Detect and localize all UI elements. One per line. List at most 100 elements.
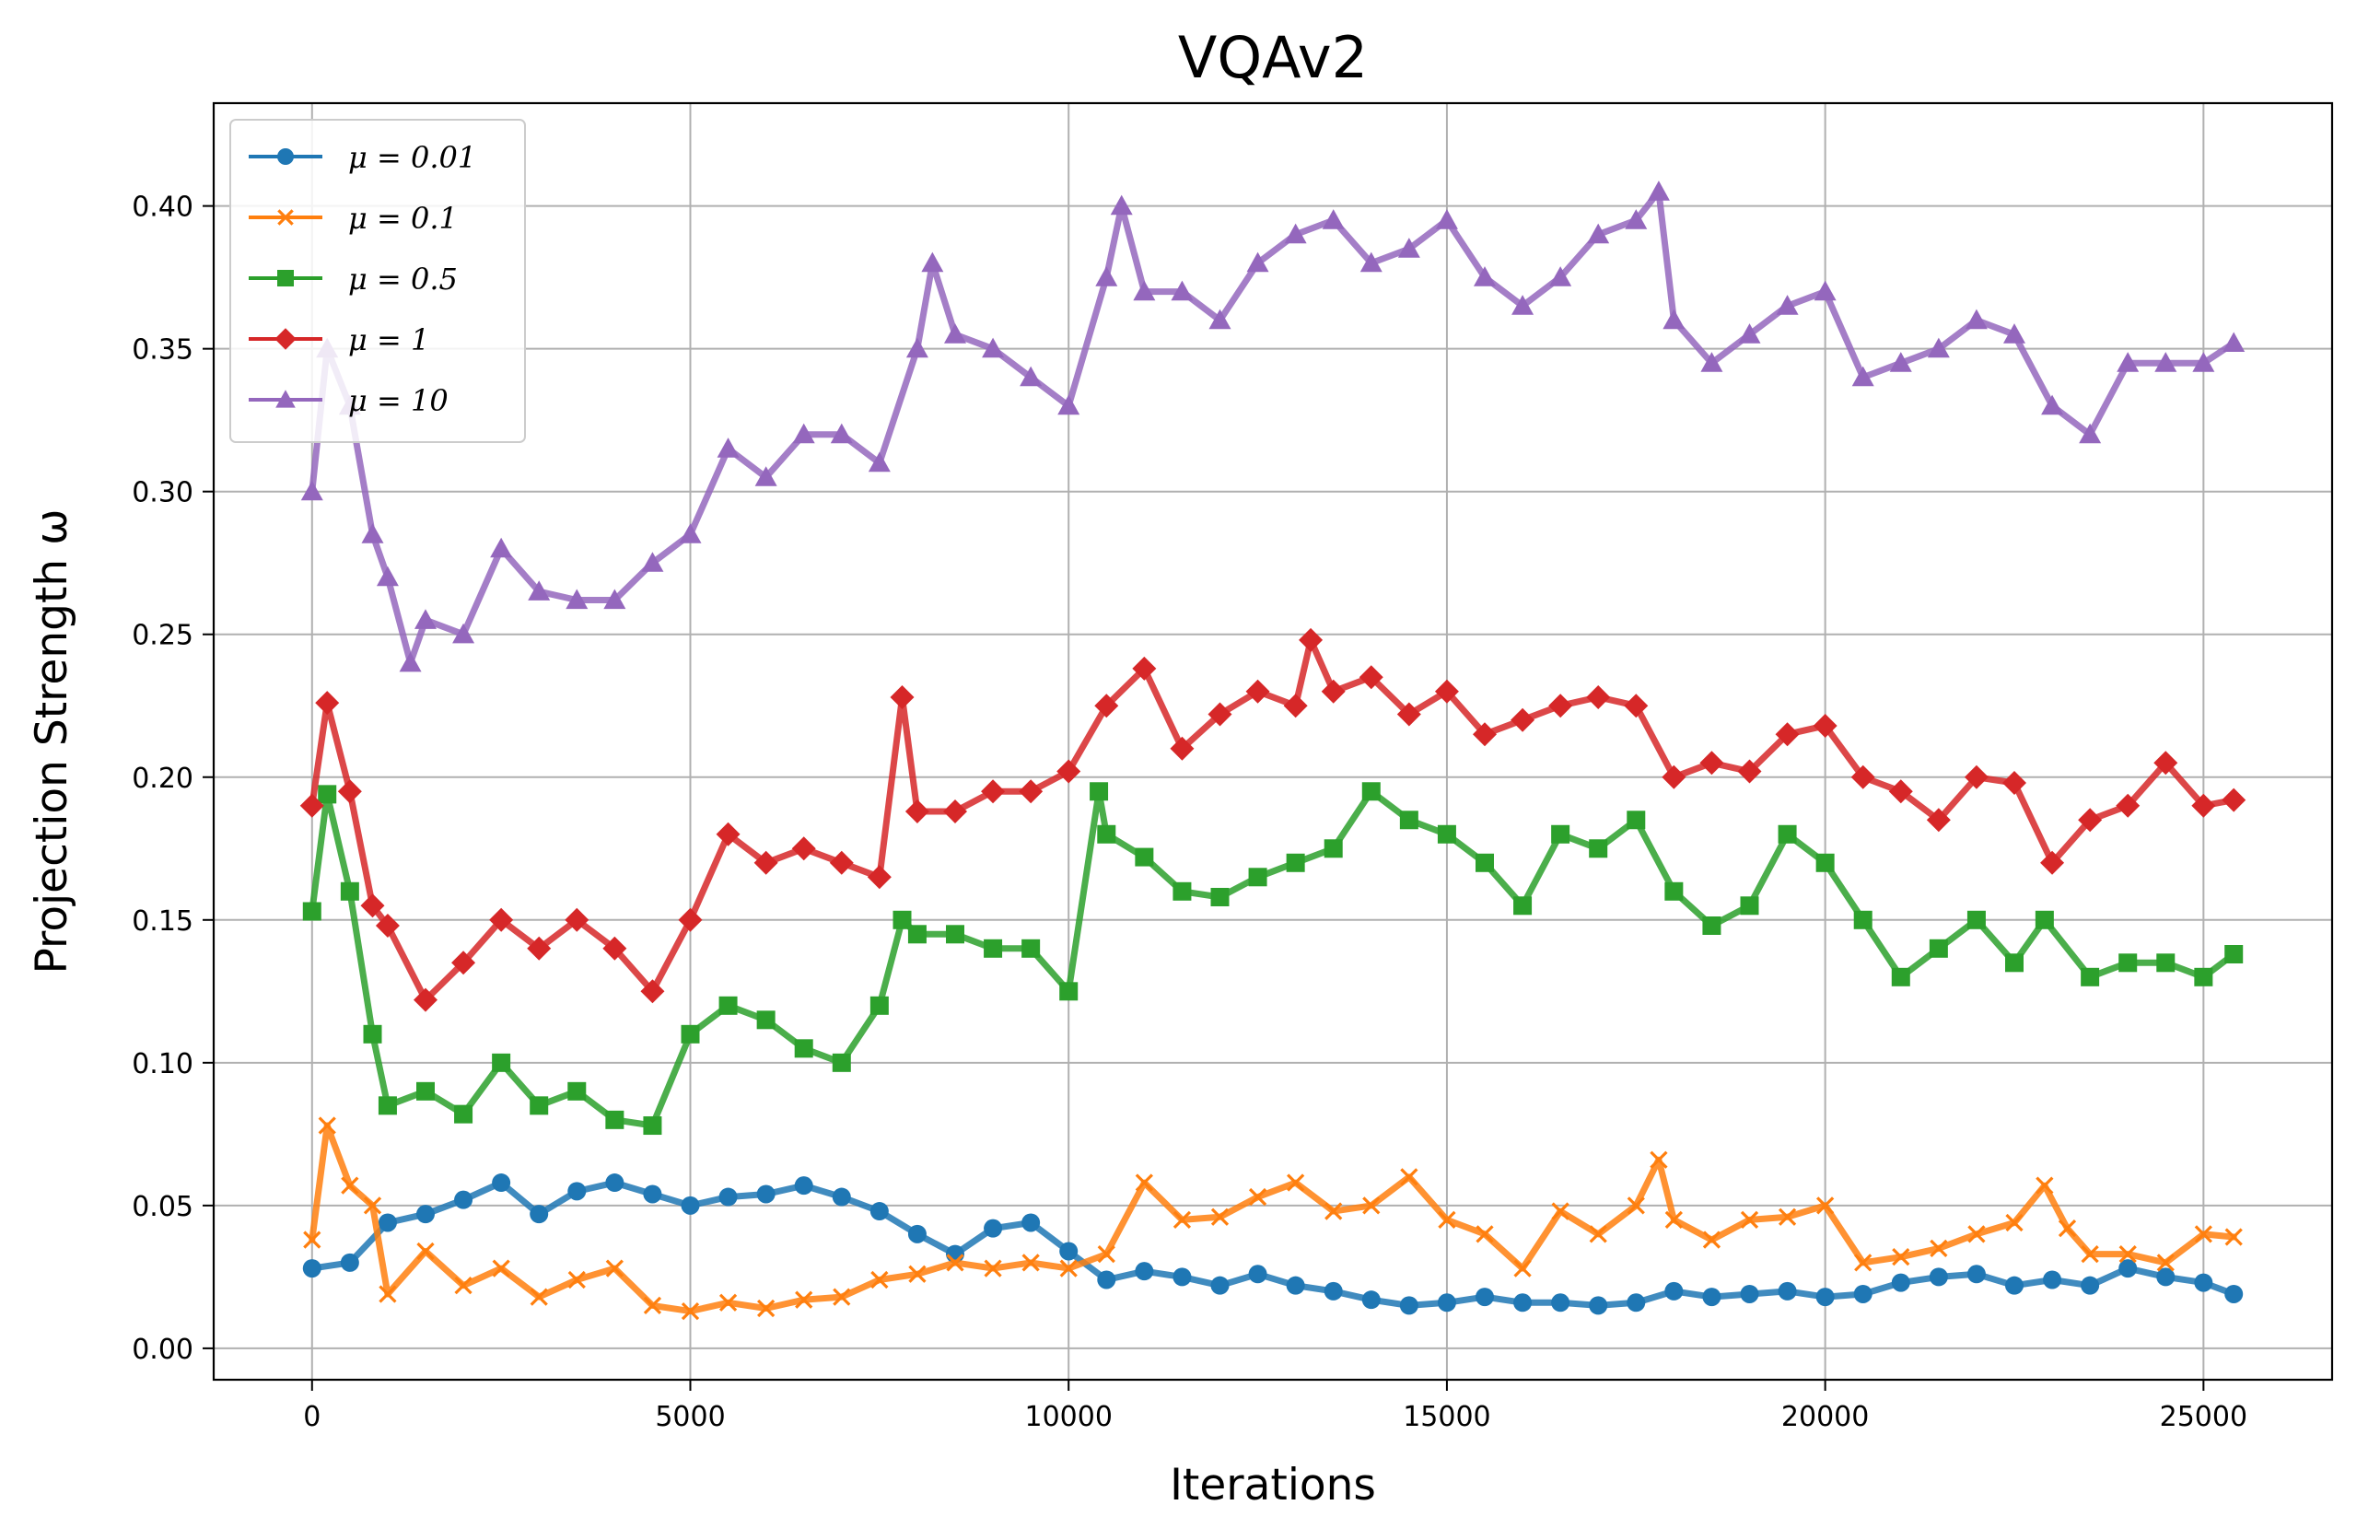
legend-entry: μ = 0.1: [249, 201, 458, 236]
data-point: [1965, 309, 1988, 330]
x-marker-stroke: [2005, 1213, 2024, 1232]
data-point: [567, 1182, 587, 1201]
x-marker-stroke: [318, 1116, 336, 1135]
data-point: [1435, 209, 1458, 229]
data-point: [1094, 694, 1119, 718]
data-point: [2192, 352, 2215, 372]
series-1: [303, 1116, 2243, 1321]
data-point: [1589, 1225, 1607, 1243]
data-point: [716, 822, 741, 846]
data-point: [1966, 1265, 1986, 1284]
data-point: [921, 251, 944, 273]
data-point: [2081, 967, 2100, 986]
data-point: [454, 1104, 473, 1124]
series-0: [302, 1173, 2244, 1315]
x-marker-stroke: [605, 1259, 624, 1278]
data-point: [1650, 1150, 1668, 1169]
data-point: [905, 337, 928, 358]
data-point: [1815, 1288, 1835, 1307]
data-point: [492, 1053, 511, 1072]
data-point: [1814, 280, 1837, 301]
data-point: [1208, 309, 1231, 330]
legend-entry: μ = 1: [249, 322, 429, 357]
data-point: [1286, 1276, 1305, 1295]
data-point: [2156, 1267, 2176, 1287]
data-point: [530, 1096, 549, 1115]
x-marker-stroke: [1400, 1168, 1418, 1186]
x-marker-stroke: [303, 1231, 321, 1249]
legend-marker: [275, 390, 296, 408]
data-point: [605, 1259, 624, 1278]
data-point: [753, 850, 778, 875]
data-point: [1020, 366, 1043, 387]
data-point: [1664, 1281, 1684, 1301]
data-point: [2191, 793, 2216, 818]
legend-marker: [277, 148, 294, 165]
data-point: [1245, 679, 1270, 704]
data-point: [492, 1259, 510, 1278]
data-point: [1021, 1213, 1041, 1232]
x-marker-stroke: [833, 1288, 851, 1306]
data-point: [1700, 352, 1723, 372]
x-axis-label: Iterations: [1170, 1460, 1376, 1511]
legend-label: μ = 0.5: [348, 262, 458, 297]
data-point: [1551, 1202, 1569, 1220]
data-point: [679, 523, 702, 543]
data-point: [1929, 939, 1948, 958]
data-point: [1437, 824, 1456, 844]
data-point: [1964, 764, 1989, 789]
data-point: [1587, 223, 1610, 244]
data-point: [1892, 1248, 1910, 1266]
data-point: [832, 1053, 851, 1072]
data-point: [2118, 1259, 2138, 1278]
data-point: [907, 1224, 927, 1243]
data-point: [376, 566, 399, 587]
y-tick-label: 0.00: [132, 1334, 193, 1366]
data-point: [2118, 953, 2138, 973]
x-marker-stroke: [1892, 1248, 1910, 1266]
x-marker-stroke: [1513, 1259, 1532, 1278]
data-point: [754, 466, 777, 486]
data-point: [984, 1219, 1003, 1238]
data-point: [890, 684, 915, 709]
data-point: [1930, 1239, 1948, 1258]
data-point: [1095, 266, 1118, 286]
x-marker-stroke: [643, 1296, 662, 1315]
data-point: [2222, 332, 2246, 353]
data-point: [2003, 323, 2025, 344]
data-point: [1476, 1288, 1494, 1307]
data-point: [2081, 1244, 2099, 1264]
data-point: [337, 779, 362, 804]
data-point: [946, 925, 964, 944]
data-point: [492, 1173, 511, 1193]
data-point: [1132, 656, 1157, 681]
x-marker-stroke: [1816, 1196, 1835, 1215]
data-point: [299, 793, 324, 818]
data-point: [1172, 881, 1192, 901]
data-point: [2078, 808, 2103, 833]
x-marker-stroke: [1135, 1173, 1153, 1192]
x-marker-stroke: [2081, 1244, 2099, 1264]
data-point: [1699, 751, 1724, 776]
data-point: [1361, 782, 1381, 801]
data-point: [1059, 1259, 1078, 1278]
x-axis-ticks: 0 5000 10000 15000 20000 25000: [303, 1380, 2247, 1433]
x-marker-stroke: [1362, 1196, 1381, 1215]
data-point: [1057, 394, 1080, 415]
x-marker-stroke: [1324, 1202, 1343, 1220]
data-point: [378, 1096, 397, 1115]
data-point: [641, 552, 664, 572]
y-tick-label: 0.15: [132, 905, 193, 938]
legend-label: μ = 0.1: [348, 201, 458, 236]
data-point: [756, 1010, 776, 1030]
data-point: [1021, 939, 1041, 958]
data-point: [1473, 722, 1497, 747]
data-point: [1324, 839, 1343, 858]
data-point: [2156, 953, 2176, 973]
data-point: [566, 589, 589, 610]
x-marker-stroke: [1702, 1231, 1721, 1249]
x-marker-stroke: [277, 209, 294, 226]
data-point: [756, 1184, 776, 1204]
data-point: [2005, 953, 2024, 973]
data-point: [1662, 764, 1686, 789]
